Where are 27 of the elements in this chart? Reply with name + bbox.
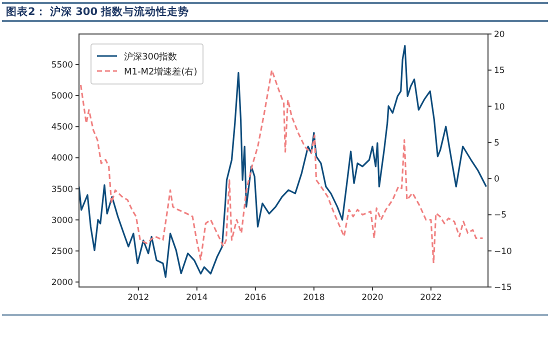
legend-label: 沪深300指数 xyxy=(124,52,178,62)
y2-tick-label: 5 xyxy=(494,138,500,148)
x-tick-label: 2012 xyxy=(128,293,150,303)
chart-title: 图表2： 沪深 300 指数与流动性走势 xyxy=(6,5,190,18)
x-tick-label: 2022 xyxy=(420,293,442,303)
y2-tick-label: 10 xyxy=(494,102,505,112)
y-tick-label: 4500 xyxy=(51,122,73,133)
y2-tick-label: −5 xyxy=(494,210,507,221)
y2-tick-label: 15 xyxy=(494,66,505,76)
y2-tick-label: −15 xyxy=(494,283,512,293)
y2-tick-label: 0 xyxy=(494,174,500,185)
legend-label: M1-M2增速差(右) xyxy=(124,66,198,78)
y-tick-label: 3500 xyxy=(51,184,73,195)
y-tick-label: 4000 xyxy=(51,154,73,164)
x-tick-label: 2020 xyxy=(362,293,384,303)
y-tick-label: 5500 xyxy=(51,60,73,70)
x-tick-label: 2014 xyxy=(186,293,208,303)
x-tick-label: 2018 xyxy=(303,293,325,303)
line-series xyxy=(80,69,484,264)
y-tick-label: 2000 xyxy=(51,278,73,288)
line-series xyxy=(79,45,488,278)
y2-tick-label: −10 xyxy=(494,246,512,257)
y-tick-label: 5000 xyxy=(51,92,73,102)
y-tick-label: 3000 xyxy=(51,216,73,226)
x-tick-label: 2016 xyxy=(244,293,266,303)
y2-tick-label: 20 xyxy=(494,30,505,40)
y-tick-label: 2500 xyxy=(51,246,73,257)
